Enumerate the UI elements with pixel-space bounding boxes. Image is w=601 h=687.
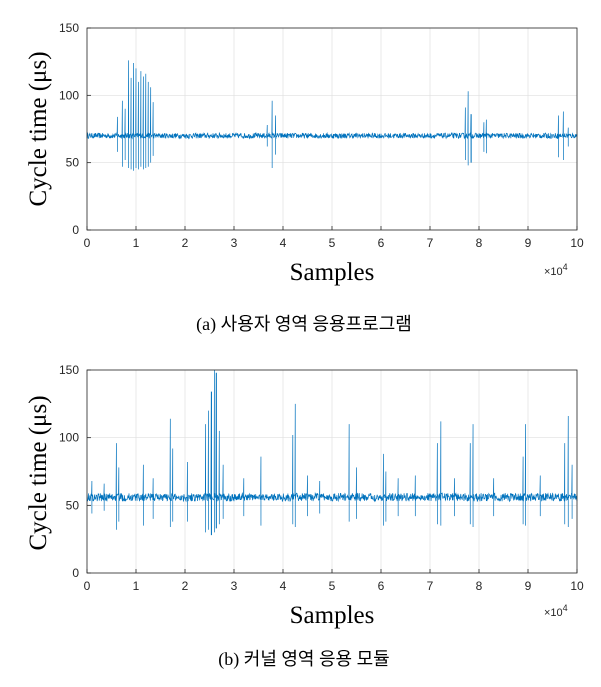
chart-b-x-tick-label: 5 <box>329 579 336 593</box>
chart-a-x-tick-label: 2 <box>182 236 189 250</box>
figure-b: 0 1 2 3 4 5 6 7 8 9 10 0 50 100 150 ×104 Samples Cycle… <box>0 345 601 687</box>
chart-a-x-tick-label: 6 <box>378 236 385 250</box>
chart-b-y-tick-label: 50 <box>66 498 80 512</box>
chart-a-x-tick-label: 8 <box>476 236 483 250</box>
chart-b-x-tick-label: 4 <box>280 579 287 593</box>
chart-b-y-tick-label: 150 <box>59 363 79 377</box>
figure-a: 0 1 2 3 4 5 6 7 8 9 10 0 50 100 150 ×104 Samples Cycle… <box>25 21 584 335</box>
chart-a-x-multiplier: ×104 <box>544 262 568 278</box>
chart-b-x-tick-label: 0 <box>84 579 91 593</box>
chart-a-y-tick-label: 100 <box>59 88 79 102</box>
chart-a-x-tick-label: 4 <box>280 236 287 250</box>
chart-b-x-tick-label: 9 <box>525 579 532 593</box>
chart-b-x-axis-label: Samples <box>290 602 375 629</box>
chart-a-x-tick-label: 5 <box>329 236 336 250</box>
chart-a-caption: (a) 사용자 영역 응용프로그램 <box>196 314 412 335</box>
chart-b-x-tick-label: 8 <box>476 579 483 593</box>
chart-b-x-multiplier: ×104 <box>544 603 568 619</box>
chart-a-x-tick-label: 9 <box>525 236 532 250</box>
chart-a-series-line <box>86 60 578 171</box>
chart-b-x-tick-label: 10 <box>570 579 584 593</box>
chart-b-x-tick-label: 7 <box>427 579 434 593</box>
chart-a-y-tick-label: 150 <box>59 21 79 35</box>
chart-a-y-tick-label: 50 <box>66 156 80 170</box>
chart-b-x-tick-label: 3 <box>231 579 238 593</box>
chart-b-series-line <box>86 369 578 536</box>
chart-b-x-tick-label: 6 <box>378 579 385 593</box>
chart-b-y-axis-label: Cycle time (μs) <box>25 395 52 550</box>
chart-a-x-tick-label: 3 <box>231 236 238 250</box>
chart-b-caption: (b) 커널 영역 응용 모듈 <box>218 649 389 670</box>
chart-b-y-tick-label: 100 <box>59 431 79 445</box>
chart-b-x-tick-label: 1 <box>133 579 140 593</box>
chart-a-x-tick-label: 1 <box>133 236 140 250</box>
chart-a-x-tick-label: 0 <box>84 236 91 250</box>
chart-b-x-tick-label: 2 <box>182 579 189 593</box>
chart-a-x-tick-label: 10 <box>570 236 584 250</box>
chart-a-x-axis-label: Samples <box>290 259 375 286</box>
chart-b-y-tick-label: 0 <box>72 566 79 580</box>
chart-a-y-axis-label: Cycle time (μs) <box>25 51 52 206</box>
chart-a-y-tick-label: 0 <box>72 223 79 237</box>
chart-b-grid <box>86 369 578 574</box>
chart-a-grid <box>86 27 578 231</box>
chart-a-x-tick-label: 7 <box>427 236 434 250</box>
